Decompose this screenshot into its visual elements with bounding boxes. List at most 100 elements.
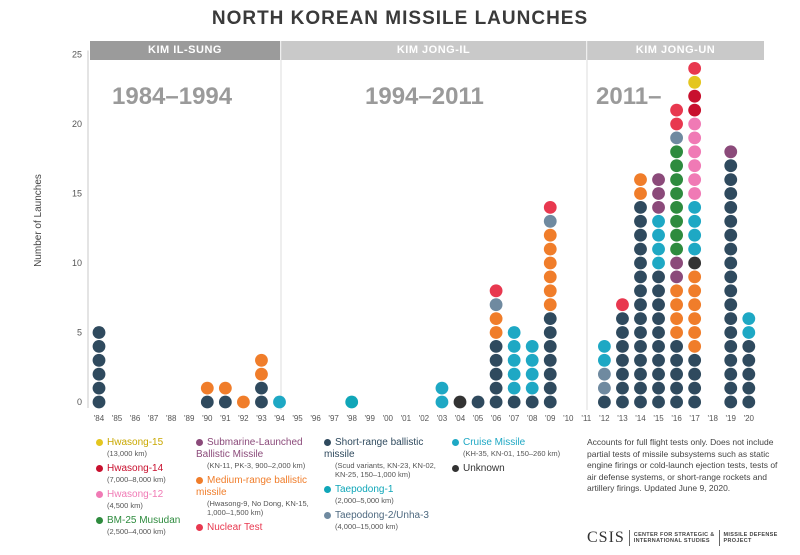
launch-dot — [670, 131, 683, 145]
launch-dot — [218, 395, 232, 409]
launch-dot — [688, 312, 702, 325]
launch-dot — [507, 326, 521, 339]
launch-dot — [598, 367, 611, 381]
legend-label: Hwasong-15 — [107, 437, 164, 448]
x-tick-label: '01 — [401, 414, 412, 423]
x-tick-label: '07 — [509, 414, 520, 423]
launch-dot — [92, 381, 106, 395]
launch-dot — [670, 103, 683, 117]
x-tick-label: '89 — [184, 414, 195, 423]
launch-dot — [543, 381, 557, 395]
launch-dot — [345, 395, 359, 409]
logo-org-line1: CENTER FOR STRATEGIC & — [633, 531, 715, 538]
era-label: KIM IL-SUNG — [148, 44, 222, 56]
launch-dot — [634, 201, 647, 214]
launch-dot — [507, 340, 521, 353]
legend-item-slbm: Submarine-Launched Ballistic Missile (KN-… — [196, 437, 316, 470]
launch-dot — [652, 284, 665, 298]
launch-dot — [507, 353, 521, 367]
launch-dot — [652, 312, 665, 325]
launch-dot — [273, 395, 286, 409]
launch-dot — [92, 353, 106, 367]
launch-dot — [670, 187, 683, 200]
launch-dot — [724, 326, 738, 339]
launch-dot — [435, 381, 449, 395]
logo-project-line2: PROJECT — [723, 538, 752, 544]
x-tick-label: '04 — [455, 414, 466, 423]
launch-dot — [435, 395, 449, 409]
launch-dot — [670, 270, 683, 284]
launch-dot — [543, 214, 557, 228]
legend-item-cruise-missile: Cruise Missile (KH-35, KN-01, 150–260 km) — [452, 437, 572, 458]
legend-item-mrbm: Medium-range ballistic missile (Hwasong-9… — [196, 475, 316, 517]
launch-dot — [634, 270, 647, 284]
legend-label: Medium-range ballistic missile — [196, 475, 308, 498]
legend-dot-icon — [324, 485, 331, 493]
launch-dot — [688, 270, 702, 284]
legend-item-hwasong-12: Hwasong-12 (4,500 km) — [96, 489, 191, 510]
launch-dot — [670, 201, 683, 214]
launch-dot — [652, 201, 665, 214]
x-tick-label: '06 — [491, 414, 502, 423]
x-tick-label: '00 — [383, 414, 394, 423]
launch-dot — [742, 340, 756, 353]
legend-dot-icon — [324, 438, 331, 446]
launch-dot — [489, 353, 503, 367]
launch-dot — [616, 340, 629, 353]
x-tick-label: '17 — [689, 414, 700, 423]
legend-sub: (2,000–5,000 km) — [335, 496, 394, 505]
launch-dot — [200, 395, 214, 409]
x-tick-label: '91 — [220, 414, 231, 423]
x-tick-label: '02 — [419, 414, 430, 423]
launch-dot — [489, 312, 503, 325]
launch-dot — [742, 353, 756, 367]
legend-label: Cruise Missile — [463, 437, 526, 448]
legend-item-nuclear-test: Nuclear Test — [196, 522, 316, 534]
launch-dot — [489, 367, 503, 381]
launch-dot — [92, 326, 106, 339]
launch-dot — [688, 117, 702, 131]
x-tick-label: '97 — [328, 414, 339, 423]
era-range-kim-il-sung: 1984–1994 — [112, 83, 233, 110]
launch-dot — [670, 159, 683, 173]
launch-dot — [688, 298, 702, 312]
x-tick-label: '19 — [726, 414, 737, 423]
launch-dot — [724, 214, 738, 228]
legend-column-3: Short-range ballistic missile (Scud varia… — [324, 437, 444, 536]
launch-dot — [724, 367, 738, 381]
x-tick-label: '93 — [256, 414, 267, 423]
era-range-kim-jong-un: 2011– — [596, 83, 662, 110]
launch-dot — [543, 340, 557, 353]
launch-dot — [688, 353, 702, 367]
launch-dot — [634, 284, 647, 298]
legend-label: Hwasong-12 — [107, 489, 164, 500]
y-tick-label: 5 — [77, 328, 82, 338]
legend-dot-icon — [452, 438, 459, 446]
launch-dot — [724, 353, 738, 367]
launch-dot — [543, 270, 557, 284]
launch-dot — [634, 242, 647, 256]
launch-dot — [724, 173, 738, 187]
legend-label: Short-range ballistic missile — [324, 437, 424, 460]
launch-dot — [652, 381, 665, 395]
launch-dot — [688, 367, 702, 381]
x-tick-label: '15 — [653, 414, 664, 423]
x-tick-label: '85 — [112, 414, 123, 423]
launch-dot — [616, 367, 629, 381]
launch-dot — [507, 381, 521, 395]
launch-dot — [634, 326, 647, 339]
launch-dot — [634, 312, 647, 325]
launch-dot — [724, 381, 738, 395]
legend-item-hwasong-14: Hwasong-14 (7,000–8,000 km) — [96, 463, 191, 484]
launch-dot — [543, 201, 557, 214]
legend-dot-icon — [96, 464, 103, 472]
launch-dot — [255, 381, 268, 395]
launch-dot — [688, 201, 702, 214]
launch-dot — [688, 145, 702, 159]
launch-dot — [652, 298, 665, 312]
launch-dot — [688, 256, 702, 270]
launch-dot — [218, 381, 232, 395]
legend-sub: (Hwasong-9, No Dong, KN-15, 1,000–1,500 … — [207, 499, 309, 517]
launch-dot — [688, 131, 702, 145]
x-tick-label: '90 — [202, 414, 213, 423]
